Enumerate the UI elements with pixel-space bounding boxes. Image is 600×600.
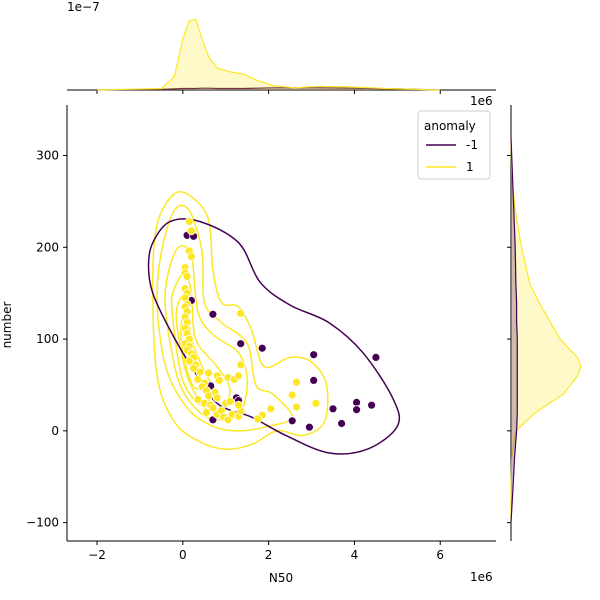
scatter-point (193, 395, 203, 405)
kde-contour-pos1-2 (164, 245, 248, 421)
x-tick-label: 4 (351, 548, 359, 562)
scatter-point (212, 393, 222, 403)
scatter-point (208, 309, 218, 319)
scatter-point (309, 350, 319, 360)
scatter-point (292, 402, 301, 412)
scatter-point (201, 408, 211, 417)
marginal-y-curve-neg1 (510, 137, 518, 523)
x-axis-offset-label: 1e6 (470, 570, 493, 584)
scatter-point (204, 391, 214, 401)
x-tick-label: 6 (436, 548, 444, 562)
scatter-point (208, 403, 218, 413)
scatter-point (234, 371, 244, 381)
scatter-point (184, 356, 194, 366)
scatter-point (184, 217, 194, 227)
scatter-point (328, 404, 338, 414)
marginal-x-curve-neg1 (96, 87, 441, 91)
main-axes: −2 0 2 4 6 −100 0 100 200 300 (26, 105, 496, 562)
scatter-point (236, 339, 246, 349)
scatter-point (189, 363, 199, 373)
legend-label-1: 1 (466, 160, 474, 174)
marginal-y-fill-pos1 (511, 137, 581, 523)
x-tick-label: 2 (265, 548, 273, 562)
scatter-point (195, 367, 205, 377)
marginal-x-fill-pos1 (97, 19, 441, 91)
legend-label-neg1: -1 (466, 138, 478, 152)
scatter-point (352, 405, 362, 415)
marginal-y-curve-pos1 (510, 137, 582, 523)
scatter-point (266, 404, 276, 414)
scatter-point (367, 400, 377, 410)
scatter-point (236, 308, 246, 318)
marginal-y-fill-neg1 (511, 137, 518, 523)
scatter-point (292, 377, 301, 387)
legend-title: anomaly (424, 119, 476, 133)
scatter-point (214, 375, 224, 385)
marginal-y-offset-label: 1e6 (470, 94, 493, 108)
scatter-point (225, 397, 235, 406)
main-scatter-panel: −2 0 2 4 6 −100 0 100 200 300 (26, 105, 496, 562)
y-tick-label: −100 (26, 516, 59, 530)
y-tick-label: 300 (36, 148, 59, 162)
scatter-point (186, 252, 196, 261)
scatter-point (337, 419, 347, 428)
scatter-point (186, 226, 196, 236)
y-axis-title: number (0, 302, 14, 349)
legend: anomaly -1 1 (417, 110, 491, 180)
scatter-point (371, 352, 381, 362)
scatter-point (352, 397, 362, 407)
marginal-x-offset-label: 1e−7 (67, 0, 100, 14)
x-tick-label: −2 (88, 548, 106, 562)
scatter-points (180, 217, 381, 432)
y-tick-label: 100 (36, 332, 59, 346)
kde-contour-pos1-0 (152, 190, 329, 451)
scatter-point (234, 400, 244, 410)
scatter-point (253, 414, 263, 424)
scatter-point (236, 360, 246, 370)
x-axis-title: N50 (269, 571, 293, 585)
scatter-point (204, 368, 214, 378)
scatter-point (287, 390, 297, 400)
scatter-point (257, 343, 267, 353)
scatter-point (309, 375, 319, 385)
y-tick-label: 0 (51, 424, 59, 438)
y-tick-label: 200 (36, 240, 59, 254)
scatter-point (287, 416, 297, 426)
marginal-x-curve-pos1 (96, 18, 441, 91)
scatter-point (182, 272, 192, 282)
x-tick-label: 0 (179, 548, 187, 562)
marginal-y-density (507, 105, 582, 541)
scatter-point (311, 398, 321, 408)
marginal-x-density (67, 18, 496, 94)
kde-contour-pos1-1 (156, 204, 293, 432)
scatter-point (304, 422, 314, 432)
